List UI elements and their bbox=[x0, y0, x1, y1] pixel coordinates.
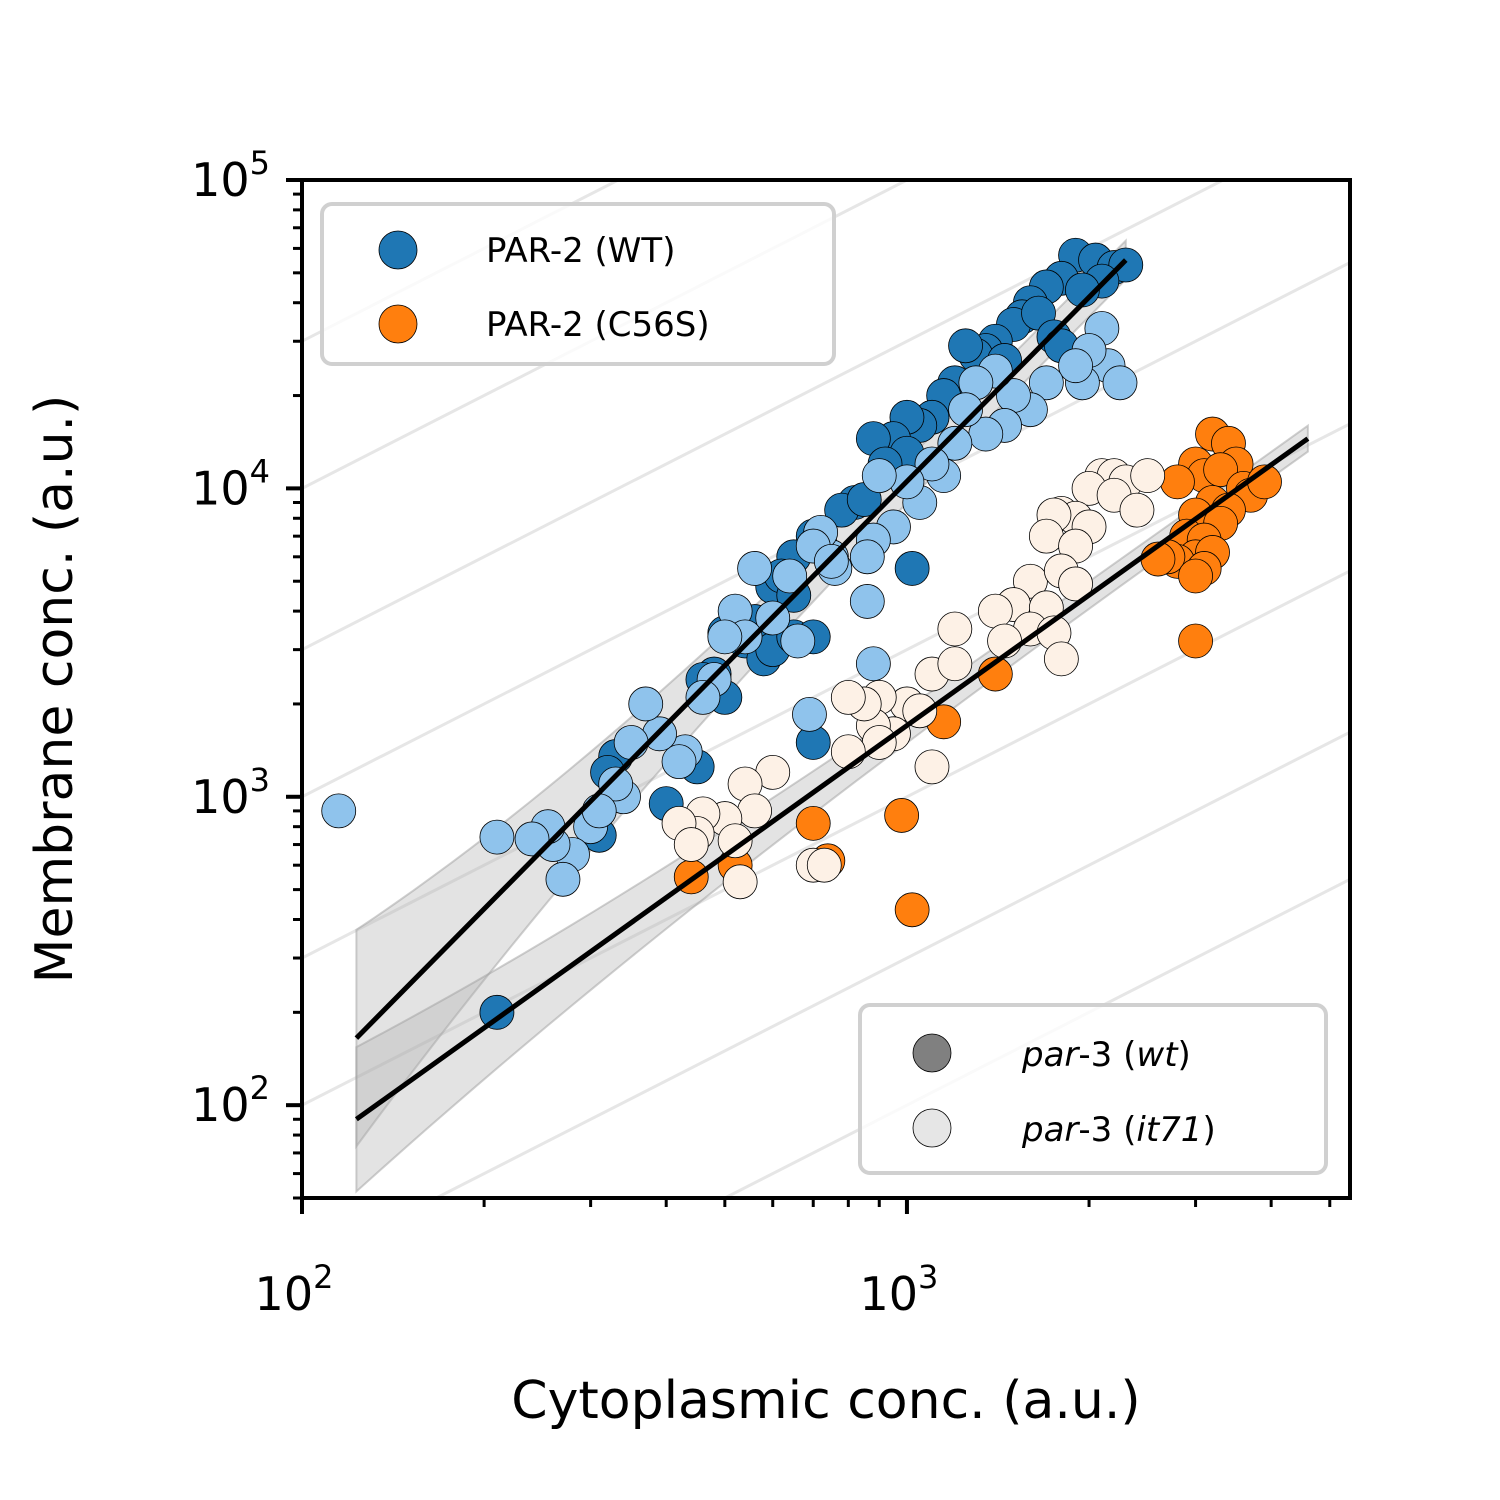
point-s1-53 bbox=[321, 793, 357, 829]
point-s1-37 bbox=[685, 680, 721, 715]
point-s1-50 bbox=[514, 821, 550, 857]
isoline-0 bbox=[721, 877, 1350, 1198]
point-s2-5 bbox=[1203, 452, 1239, 488]
point-s1-29 bbox=[737, 551, 773, 586]
point-s2-26 bbox=[884, 798, 920, 833]
point-s3-3 bbox=[1130, 458, 1166, 494]
point-s0-54 bbox=[479, 994, 515, 1030]
legend-marker-par3-wt bbox=[912, 1033, 952, 1073]
point-s1-32 bbox=[780, 623, 816, 659]
point-s1-16 bbox=[914, 446, 950, 482]
point-s1-44 bbox=[598, 766, 634, 802]
legend-marker-par2-wt bbox=[378, 230, 418, 270]
y-tick-label-3: 105 bbox=[191, 144, 270, 207]
legend-marker-par3-it71 bbox=[912, 1108, 952, 1148]
point-s1-22 bbox=[849, 539, 885, 575]
legend-marker-par2-c56s bbox=[378, 304, 418, 344]
point-s1-52 bbox=[545, 861, 581, 897]
point-s3-35 bbox=[830, 734, 866, 770]
point-s1-54 bbox=[792, 696, 827, 732]
point-s1-39 bbox=[661, 744, 697, 780]
legend-protein: PAR-2 (WT) PAR-2 (C56S) bbox=[320, 202, 836, 366]
point-s1-14 bbox=[937, 425, 973, 461]
point-s1-3 bbox=[1102, 365, 1138, 401]
isoline-3 bbox=[302, 422, 1350, 960]
point-s1-6 bbox=[1028, 365, 1064, 401]
point-s2-23 bbox=[1178, 623, 1213, 659]
y-axis-label: Membrane conc. (a.u.) bbox=[25, 395, 85, 984]
legend-label-par3-it71: par-3 (it71) bbox=[1021, 1110, 1216, 1150]
point-s3-47 bbox=[722, 864, 758, 900]
fit-line-1 bbox=[354, 436, 1310, 1122]
legend-label-par2-c56s: PAR-2 (C56S) bbox=[486, 305, 710, 345]
point-s3-46 bbox=[806, 847, 842, 883]
point-s2-28 bbox=[795, 805, 831, 841]
legend-label-par3-wt: par-3 (wt) bbox=[1021, 1035, 1191, 1075]
y-axis-ticks: 102 103 104 105 bbox=[191, 144, 302, 1200]
legend-background: par-3 (wt) par-3 (it71) bbox=[858, 1003, 1328, 1175]
point-s1-5 bbox=[1058, 348, 1093, 384]
point-s2-6 bbox=[1160, 464, 1195, 500]
y-tick-label-1: 103 bbox=[191, 761, 270, 824]
point-s3-15 bbox=[1058, 566, 1093, 602]
data-points bbox=[321, 237, 1282, 1030]
point-s0-17 bbox=[948, 328, 983, 364]
fit-line-0 bbox=[354, 258, 1128, 1040]
legend-protein-frame bbox=[320, 202, 836, 366]
point-s3-25 bbox=[937, 646, 973, 682]
point-s3-32 bbox=[830, 680, 866, 715]
point-s1-33 bbox=[707, 619, 743, 655]
point-s3-20 bbox=[1043, 641, 1079, 677]
point-s3-34 bbox=[914, 749, 950, 785]
point-s1-27 bbox=[772, 558, 808, 594]
plot-frame bbox=[300, 178, 1352, 1200]
point-s2-21 bbox=[1178, 558, 1213, 594]
isoline-2 bbox=[302, 569, 1350, 1107]
isoline-1 bbox=[432, 730, 1350, 1198]
legend-background-frame bbox=[858, 1003, 1328, 1175]
point-s3-21 bbox=[977, 593, 1013, 629]
point-s1-42 bbox=[613, 725, 649, 760]
point-s0-47 bbox=[894, 551, 930, 586]
point-s1-35 bbox=[855, 646, 891, 682]
point-s3-43 bbox=[673, 827, 709, 862]
point-s1-46 bbox=[581, 793, 617, 829]
point-s1-20 bbox=[861, 458, 897, 494]
point-s1-13 bbox=[948, 392, 983, 428]
y-tick-label-2: 104 bbox=[191, 452, 270, 515]
y-tick-label-0: 102 bbox=[191, 1069, 270, 1132]
x-tick-label-1: 103 bbox=[859, 1258, 938, 1321]
fit-lines bbox=[354, 258, 1310, 1122]
point-s1-51 bbox=[479, 819, 515, 855]
x-axis-ticks: 102 103 bbox=[255, 1198, 1332, 1321]
x-axis-label: Cytoplasmic conc. (a.u.) bbox=[511, 1371, 1140, 1431]
point-s1-41 bbox=[628, 686, 664, 722]
isoline-5 bbox=[302, 180, 1227, 652]
point-s3-23 bbox=[937, 611, 973, 647]
point-s3-38 bbox=[737, 793, 773, 829]
legend-label-par2-wt: PAR-2 (WT) bbox=[486, 231, 675, 271]
point-s3-6 bbox=[1119, 492, 1155, 528]
point-s3-44 bbox=[717, 823, 753, 859]
point-s3-11 bbox=[1028, 518, 1064, 554]
point-s2-27 bbox=[894, 892, 930, 928]
point-s1-34 bbox=[849, 584, 885, 619]
x-tick-label-0: 102 bbox=[255, 1258, 334, 1321]
